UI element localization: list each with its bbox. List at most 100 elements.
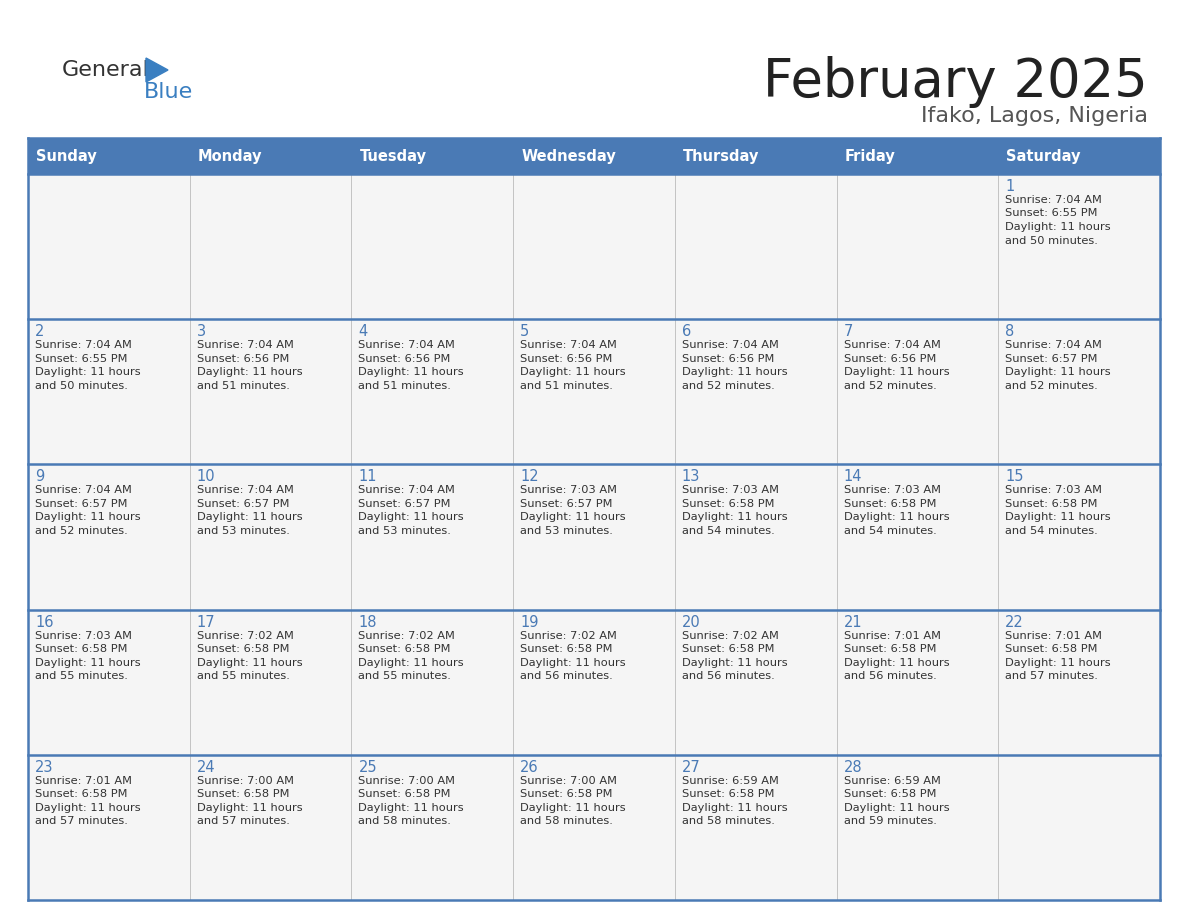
Bar <box>190 174 352 319</box>
Bar <box>352 319 513 465</box>
Bar <box>675 610 836 755</box>
Text: 13: 13 <box>682 469 700 485</box>
Text: and 57 minutes.: and 57 minutes. <box>1005 671 1098 681</box>
Text: 14: 14 <box>843 469 862 485</box>
Text: Daylight: 11 hours: Daylight: 11 hours <box>359 512 465 522</box>
Bar <box>836 465 998 610</box>
Text: Sunrise: 7:02 AM: Sunrise: 7:02 AM <box>197 631 293 641</box>
Bar <box>352 174 513 319</box>
Text: Sunset: 6:56 PM: Sunset: 6:56 PM <box>197 353 289 364</box>
Text: February 2025: February 2025 <box>763 56 1148 108</box>
Bar <box>513 755 675 900</box>
Text: Sunrise: 7:01 AM: Sunrise: 7:01 AM <box>843 631 941 641</box>
Text: Sunrise: 7:02 AM: Sunrise: 7:02 AM <box>682 631 778 641</box>
Text: and 54 minutes.: and 54 minutes. <box>843 526 936 536</box>
Text: 21: 21 <box>843 614 862 630</box>
Bar <box>836 610 998 755</box>
Bar <box>998 138 1159 174</box>
Text: Sunrise: 7:03 AM: Sunrise: 7:03 AM <box>682 486 779 496</box>
Text: Sunset: 6:56 PM: Sunset: 6:56 PM <box>682 353 775 364</box>
Text: and 53 minutes.: and 53 minutes. <box>359 526 451 536</box>
Text: and 57 minutes.: and 57 minutes. <box>197 816 290 826</box>
Text: and 56 minutes.: and 56 minutes. <box>520 671 613 681</box>
Text: Daylight: 11 hours: Daylight: 11 hours <box>1005 512 1111 522</box>
Bar <box>998 610 1159 755</box>
Bar <box>352 138 513 174</box>
Bar <box>675 755 836 900</box>
Text: Sunrise: 7:02 AM: Sunrise: 7:02 AM <box>520 631 617 641</box>
Text: Sunset: 6:57 PM: Sunset: 6:57 PM <box>34 498 127 509</box>
Text: Sunset: 6:57 PM: Sunset: 6:57 PM <box>520 498 613 509</box>
Text: Daylight: 11 hours: Daylight: 11 hours <box>520 803 626 812</box>
Bar <box>998 174 1159 319</box>
Text: Sunset: 6:58 PM: Sunset: 6:58 PM <box>843 498 936 509</box>
Text: Sunrise: 7:04 AM: Sunrise: 7:04 AM <box>197 486 293 496</box>
Text: 3: 3 <box>197 324 206 339</box>
Text: Daylight: 11 hours: Daylight: 11 hours <box>197 367 302 377</box>
Text: Daylight: 11 hours: Daylight: 11 hours <box>682 657 788 667</box>
Text: Daylight: 11 hours: Daylight: 11 hours <box>843 803 949 812</box>
Text: Sunrise: 7:04 AM: Sunrise: 7:04 AM <box>682 341 778 350</box>
Text: 4: 4 <box>359 324 367 339</box>
Text: Daylight: 11 hours: Daylight: 11 hours <box>520 367 626 377</box>
Text: Sunset: 6:58 PM: Sunset: 6:58 PM <box>520 644 613 655</box>
Text: Daylight: 11 hours: Daylight: 11 hours <box>682 512 788 522</box>
Text: Sunset: 6:58 PM: Sunset: 6:58 PM <box>34 644 127 655</box>
Bar <box>998 465 1159 610</box>
Bar <box>836 319 998 465</box>
Bar <box>513 610 675 755</box>
Text: Daylight: 11 hours: Daylight: 11 hours <box>359 657 465 667</box>
Text: and 52 minutes.: and 52 minutes. <box>1005 381 1098 391</box>
Text: Sunset: 6:58 PM: Sunset: 6:58 PM <box>843 789 936 800</box>
Text: 7: 7 <box>843 324 853 339</box>
Text: 2: 2 <box>34 324 44 339</box>
Text: Sunset: 6:58 PM: Sunset: 6:58 PM <box>682 498 775 509</box>
Text: 9: 9 <box>34 469 44 485</box>
Text: Sunset: 6:58 PM: Sunset: 6:58 PM <box>682 789 775 800</box>
Text: Ifako, Lagos, Nigeria: Ifako, Lagos, Nigeria <box>921 106 1148 126</box>
Text: and 56 minutes.: and 56 minutes. <box>682 671 775 681</box>
Text: 26: 26 <box>520 760 539 775</box>
Text: and 50 minutes.: and 50 minutes. <box>34 381 128 391</box>
Text: Thursday: Thursday <box>683 149 759 163</box>
Text: 17: 17 <box>197 614 215 630</box>
Text: Daylight: 11 hours: Daylight: 11 hours <box>34 512 140 522</box>
Text: 15: 15 <box>1005 469 1024 485</box>
Text: Sunset: 6:58 PM: Sunset: 6:58 PM <box>197 644 289 655</box>
Text: Sunset: 6:58 PM: Sunset: 6:58 PM <box>34 789 127 800</box>
Text: Daylight: 11 hours: Daylight: 11 hours <box>520 657 626 667</box>
Text: Sunrise: 7:03 AM: Sunrise: 7:03 AM <box>843 486 941 496</box>
Text: Sunset: 6:56 PM: Sunset: 6:56 PM <box>520 353 613 364</box>
Text: Sunrise: 7:04 AM: Sunrise: 7:04 AM <box>359 486 455 496</box>
Text: 12: 12 <box>520 469 539 485</box>
Text: Sunrise: 7:04 AM: Sunrise: 7:04 AM <box>843 341 941 350</box>
Text: 18: 18 <box>359 614 377 630</box>
Text: and 52 minutes.: and 52 minutes. <box>34 526 128 536</box>
Bar <box>29 610 190 755</box>
Bar <box>190 465 352 610</box>
Bar <box>190 610 352 755</box>
Bar <box>998 319 1159 465</box>
Text: Daylight: 11 hours: Daylight: 11 hours <box>843 512 949 522</box>
Text: and 51 minutes.: and 51 minutes. <box>359 381 451 391</box>
Bar <box>352 610 513 755</box>
Bar <box>836 138 998 174</box>
Text: Monday: Monday <box>197 149 263 163</box>
Text: and 58 minutes.: and 58 minutes. <box>359 816 451 826</box>
Bar <box>836 755 998 900</box>
Text: and 53 minutes.: and 53 minutes. <box>197 526 290 536</box>
Text: General: General <box>62 60 150 80</box>
Bar <box>29 465 190 610</box>
Text: and 55 minutes.: and 55 minutes. <box>34 671 128 681</box>
Text: Sunrise: 7:00 AM: Sunrise: 7:00 AM <box>359 776 455 786</box>
Bar <box>675 138 836 174</box>
Text: Sunrise: 7:00 AM: Sunrise: 7:00 AM <box>520 776 617 786</box>
Text: 28: 28 <box>843 760 862 775</box>
Bar <box>190 319 352 465</box>
Text: Sunrise: 7:04 AM: Sunrise: 7:04 AM <box>197 341 293 350</box>
Text: 8: 8 <box>1005 324 1015 339</box>
Text: Daylight: 11 hours: Daylight: 11 hours <box>1005 657 1111 667</box>
Bar <box>190 138 352 174</box>
Text: Sunrise: 7:02 AM: Sunrise: 7:02 AM <box>359 631 455 641</box>
Bar <box>836 174 998 319</box>
